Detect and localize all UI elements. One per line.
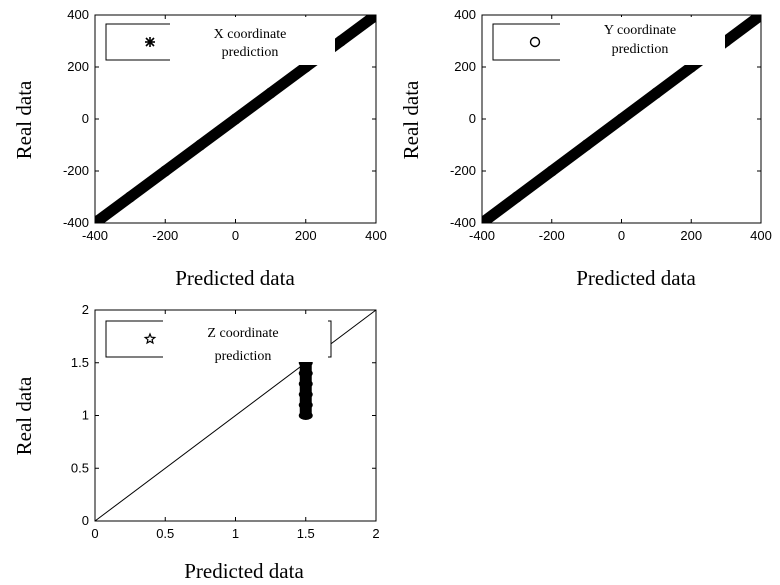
legend-marker-icon <box>529 36 541 48</box>
y-tick-label: 2 <box>82 302 89 317</box>
y-tick-label: 200 <box>454 59 476 74</box>
data-point <box>159 165 171 177</box>
x-axis-label: Predicted data <box>184 559 304 583</box>
y-tick-label: 1.5 <box>71 355 89 370</box>
y-tick-label: 0 <box>82 111 89 126</box>
data-point <box>298 379 313 389</box>
x-tick-label: 200 <box>680 228 702 243</box>
y-tick-label: 0 <box>469 111 476 126</box>
x-tick-label: 400 <box>750 228 772 243</box>
data-point <box>366 15 376 24</box>
x-tick-label: 0 <box>618 228 625 243</box>
plot-frame <box>94 14 377 224</box>
data-point <box>298 389 313 399</box>
x-tick-label: 200 <box>295 228 317 243</box>
legend-label: X coordinate prediction <box>214 27 287 60</box>
legend-marker-icon <box>145 37 155 47</box>
data-point <box>511 191 523 203</box>
x-tick-label: -400 <box>82 228 108 243</box>
x-tick-label: -200 <box>539 228 565 243</box>
plot-frame <box>94 309 377 522</box>
data-point <box>124 191 136 203</box>
y-tick-label: -200 <box>63 163 89 178</box>
data-point <box>265 87 277 99</box>
x-tick-label: 400 <box>365 228 387 243</box>
data-point <box>194 139 206 151</box>
data-point <box>230 113 241 125</box>
marker-stroke <box>145 37 155 47</box>
chart-1: -400 -200 0 200 400 -400 -200 0 200 400 X coordina… <box>12 7 387 290</box>
x-tick-label: 0 <box>232 228 239 243</box>
x-tick-label: 1.5 <box>297 526 315 541</box>
data-point <box>755 15 761 21</box>
data-point <box>616 113 627 125</box>
data-point <box>650 87 662 99</box>
y-axis-label: Real data <box>399 80 423 159</box>
y-tick-label: -400 <box>450 215 476 230</box>
y-tick-label: 400 <box>67 7 89 22</box>
data-point <box>482 217 488 223</box>
x-tick-label: 1 <box>232 526 239 541</box>
y-tick-label: 0 <box>82 513 89 528</box>
y-axis-label: Real data <box>12 80 36 159</box>
legend-label: Y coordinate prediction <box>604 23 676 57</box>
chart-2: -400 -200 0 200 400 -400 -200 0 200 400 Y coordina… <box>399 7 772 290</box>
legend-text-backdrop <box>163 314 328 362</box>
x-tick-label: -400 <box>469 228 495 243</box>
legend-label: Z coordinate prediction <box>207 326 278 364</box>
y-tick-label: 400 <box>454 7 476 22</box>
data-point <box>546 165 558 177</box>
y-tick-label: 0.5 <box>71 460 89 475</box>
y-tick-label: 200 <box>67 59 89 74</box>
plot-frame <box>481 14 762 224</box>
y-axis-label: Real data <box>12 376 36 455</box>
legend-marker-icon <box>143 332 157 345</box>
x-axis-label: Predicted data <box>576 266 696 290</box>
data-point <box>298 411 313 420</box>
y-tick-label: 1 <box>82 408 89 423</box>
legend-text-backdrop <box>170 17 335 65</box>
x-tick-label: 2 <box>372 526 379 541</box>
y-tick-label: -400 <box>63 215 89 230</box>
chart-3: 0 0.5 1 1.5 2 0 0.5 1 1.5 2 Z coordinate prediction… <box>12 302 380 583</box>
data-point <box>95 214 105 223</box>
y-tick-label: -200 <box>450 163 476 178</box>
x-axis-label: Predicted data <box>175 266 295 290</box>
x-tick-label: 0.5 <box>156 526 174 541</box>
data-point <box>298 368 313 378</box>
data-point <box>335 35 347 47</box>
x-tick-label: 0 <box>91 526 98 541</box>
legend-text-backdrop <box>560 17 725 65</box>
data-point <box>298 400 313 410</box>
data-point <box>581 139 593 151</box>
x-tick-label: -200 <box>152 228 178 243</box>
